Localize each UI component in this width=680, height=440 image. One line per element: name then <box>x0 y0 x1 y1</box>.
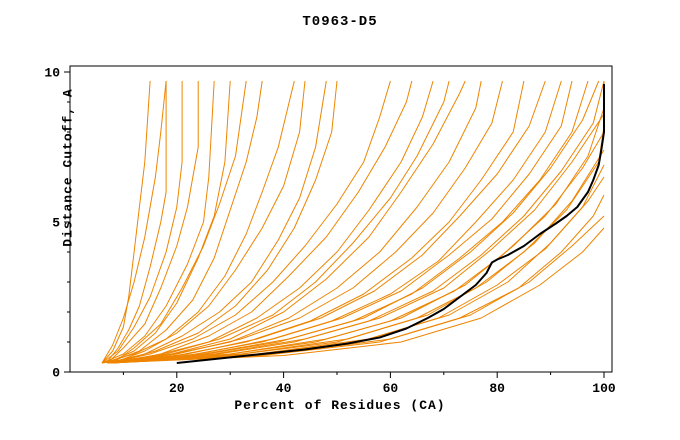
model-curve <box>112 176 605 364</box>
model-curve <box>112 80 546 364</box>
model-curve <box>107 80 231 364</box>
y-tick-label: 5 <box>52 216 60 231</box>
model-curve <box>107 80 589 364</box>
model-curve <box>107 80 391 364</box>
model-curve <box>101 81 183 364</box>
model-curve <box>101 80 151 364</box>
model-curve <box>107 81 167 362</box>
model-curve <box>107 227 605 364</box>
x-axis-label: Percent of Residues (CA) <box>234 398 446 413</box>
model-curve <box>112 80 503 364</box>
model-curve <box>101 80 295 364</box>
model-curve <box>107 80 525 364</box>
model-curve <box>107 80 450 364</box>
plot-title: T0963-D5 <box>302 14 378 30</box>
x-tick-label: 40 <box>276 381 292 396</box>
model-curve <box>112 107 605 364</box>
model-curve <box>112 149 605 364</box>
model-curve <box>112 215 605 364</box>
model-curve <box>112 81 605 364</box>
model-curve <box>107 164 605 364</box>
model-curve <box>112 80 600 364</box>
x-tick-label: 100 <box>592 381 616 396</box>
model-curve <box>101 80 167 364</box>
model-curve <box>107 80 327 364</box>
model-curve <box>101 80 434 364</box>
model-curve <box>107 194 605 364</box>
x-tick-label: 20 <box>169 381 185 396</box>
reference-curve <box>176 84 605 364</box>
model-curve <box>101 80 215 364</box>
model-curve <box>112 80 466 364</box>
model-curve <box>112 80 306 364</box>
plot-frame <box>69 65 613 373</box>
model-curve <box>107 80 263 364</box>
model-curve <box>112 80 413 364</box>
model-curve <box>107 81 199 364</box>
x-tick-label: 60 <box>383 381 399 396</box>
model-curve <box>112 80 338 364</box>
model-curve <box>107 87 605 364</box>
y-tick-label: 10 <box>44 66 60 81</box>
model-curve <box>112 80 247 364</box>
x-tick-label: 80 <box>489 381 505 396</box>
y-tick-label: 0 <box>52 366 60 381</box>
model-curve <box>107 80 605 364</box>
model-curve <box>112 80 573 364</box>
